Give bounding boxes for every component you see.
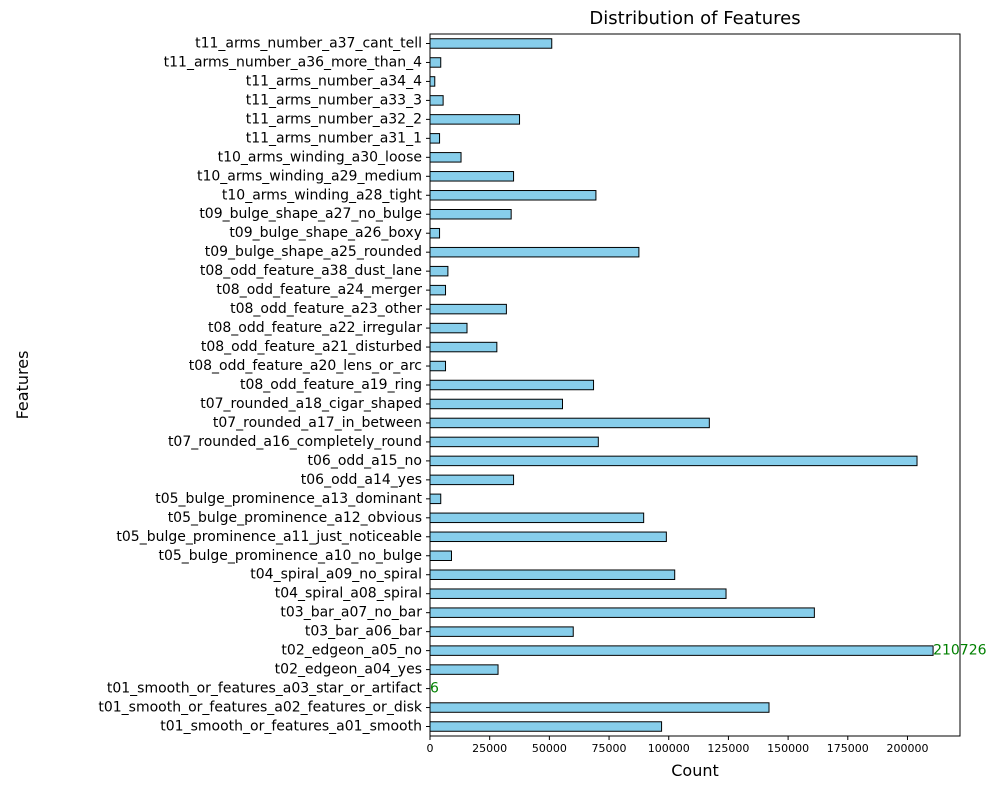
bar <box>430 228 440 237</box>
y-tick-label: t09_bulge_shape_a25_rounded <box>205 244 422 260</box>
y-tick-label: t09_bulge_shape_a26_boxy <box>229 225 422 241</box>
y-tick-label: t08_odd_feature_a24_merger <box>216 282 422 298</box>
bar <box>430 191 596 200</box>
bar <box>430 589 726 598</box>
bar <box>430 418 709 427</box>
bar <box>430 722 662 731</box>
bar <box>430 96 443 105</box>
x-tick-label: 125000 <box>707 742 749 755</box>
bar <box>430 380 594 389</box>
y-tick-label: t09_bulge_shape_a27_no_bulge <box>199 206 422 222</box>
x-tick-label: 25000 <box>472 742 507 755</box>
y-axis: t01_smooth_or_features_a01_smooth t01_smo… <box>98 35 430 734</box>
y-tick-label: t10_arms_winding_a30_loose <box>218 149 422 165</box>
x-tick-label: 150000 <box>767 742 809 755</box>
y-tick-label: t04_spiral_a08_spiral <box>275 586 422 602</box>
bar <box>430 646 933 655</box>
data-label: 6 <box>430 681 439 697</box>
y-tick-label: t11_arms_number_a32_2 <box>246 111 422 127</box>
bar <box>430 532 666 541</box>
y-axis-title: Features <box>13 351 32 420</box>
y-tick-label: t05_bulge_prominence_a13_dominant <box>155 491 422 507</box>
y-tick-label: t08_odd_feature_a21_disturbed <box>201 339 422 355</box>
y-tick-label: t05_bulge_prominence_a11_just_noticeable <box>116 529 422 545</box>
y-tick-label: t01_smooth_or_features_a02_features_or_d… <box>98 700 423 716</box>
x-tick-label: 0 <box>427 742 434 755</box>
y-tick-label: t01_smooth_or_features_a01_smooth <box>160 719 422 735</box>
y-tick-label: t11_arms_number_a34_4 <box>246 73 422 89</box>
y-tick-label: t03_bar_a07_no_bar <box>280 605 422 621</box>
y-tick-label: t03_bar_a06_bar <box>305 624 422 640</box>
bar <box>430 134 440 143</box>
y-tick-label: t07_rounded_a16_completely_round <box>168 434 422 450</box>
bar <box>430 627 573 636</box>
bar <box>430 247 639 256</box>
y-tick-label: t05_bulge_prominence_a12_obvious <box>168 510 422 526</box>
y-tick-label: t04_spiral_a09_no_spiral <box>250 567 422 583</box>
y-tick-label: t07_rounded_a18_cigar_shaped <box>200 396 422 412</box>
bar <box>430 456 917 465</box>
x-tick-label: 175000 <box>827 742 869 755</box>
x-tick-label: 75000 <box>592 742 627 755</box>
y-tick-label: t11_arms_number_a31_1 <box>246 130 422 146</box>
bar <box>430 437 598 446</box>
y-tick-label: t08_odd_feature_a19_ring <box>240 377 422 393</box>
bar <box>430 551 451 560</box>
y-tick-label: t02_edgeon_a05_no <box>281 643 422 659</box>
y-tick-label: t11_arms_number_a36_more_than_4 <box>164 54 422 70</box>
bar <box>430 153 461 162</box>
x-tick-label: 100000 <box>648 742 690 755</box>
y-tick-label: t08_odd_feature_a38_dust_lane <box>200 263 422 279</box>
bar <box>430 172 514 181</box>
bar <box>430 115 520 124</box>
bar <box>430 39 552 48</box>
x-axis: 0 25000 50000 75000 100000 125000 150000 175000… <box>427 736 929 755</box>
y-tick-label: t08_odd_feature_a22_irregular <box>208 320 422 336</box>
bar <box>430 304 506 313</box>
x-tick-label: 200000 <box>886 742 928 755</box>
x-tick-label: 50000 <box>532 742 567 755</box>
bar <box>430 323 467 332</box>
bar <box>430 494 441 503</box>
bar <box>430 342 497 351</box>
y-tick-label: t06_odd_a15_no <box>308 453 422 469</box>
bar <box>430 513 644 522</box>
bar <box>430 361 446 370</box>
bar <box>430 285 446 294</box>
bar <box>430 570 675 579</box>
bar <box>430 665 498 674</box>
bar <box>430 703 769 712</box>
y-tick-label: t01_smooth_or_features_a03_star_or_artif… <box>107 681 423 697</box>
bar <box>430 475 514 484</box>
y-tick-label: t08_odd_feature_a23_other <box>230 301 422 317</box>
y-tick-label: t11_arms_number_a37_cant_tell <box>195 35 422 51</box>
y-tick-label: t02_edgeon_a04_yes <box>275 662 422 678</box>
bar <box>430 399 563 408</box>
y-tick-label: t10_arms_winding_a29_medium <box>197 168 422 184</box>
y-tick-label: t07_rounded_a17_in_between <box>213 415 422 431</box>
y-tick-label: t08_odd_feature_a20_lens_or_arc <box>189 358 422 374</box>
y-tick-label: t11_arms_number_a33_3 <box>246 92 422 108</box>
y-tick-label: t05_bulge_prominence_a10_no_bulge <box>158 548 422 564</box>
y-tick-label: t06_odd_a14_yes <box>301 472 422 488</box>
x-axis-title: Count <box>671 761 719 780</box>
data-label: 210726 <box>933 643 987 659</box>
bars-layer <box>430 39 933 732</box>
bar <box>430 77 435 86</box>
bar <box>430 266 448 275</box>
bar <box>430 210 511 219</box>
y-tick-label: t10_arms_winding_a28_tight <box>222 187 423 203</box>
chart-title: Distribution of Features <box>589 8 800 29</box>
bar <box>430 608 814 617</box>
bar <box>430 58 441 67</box>
